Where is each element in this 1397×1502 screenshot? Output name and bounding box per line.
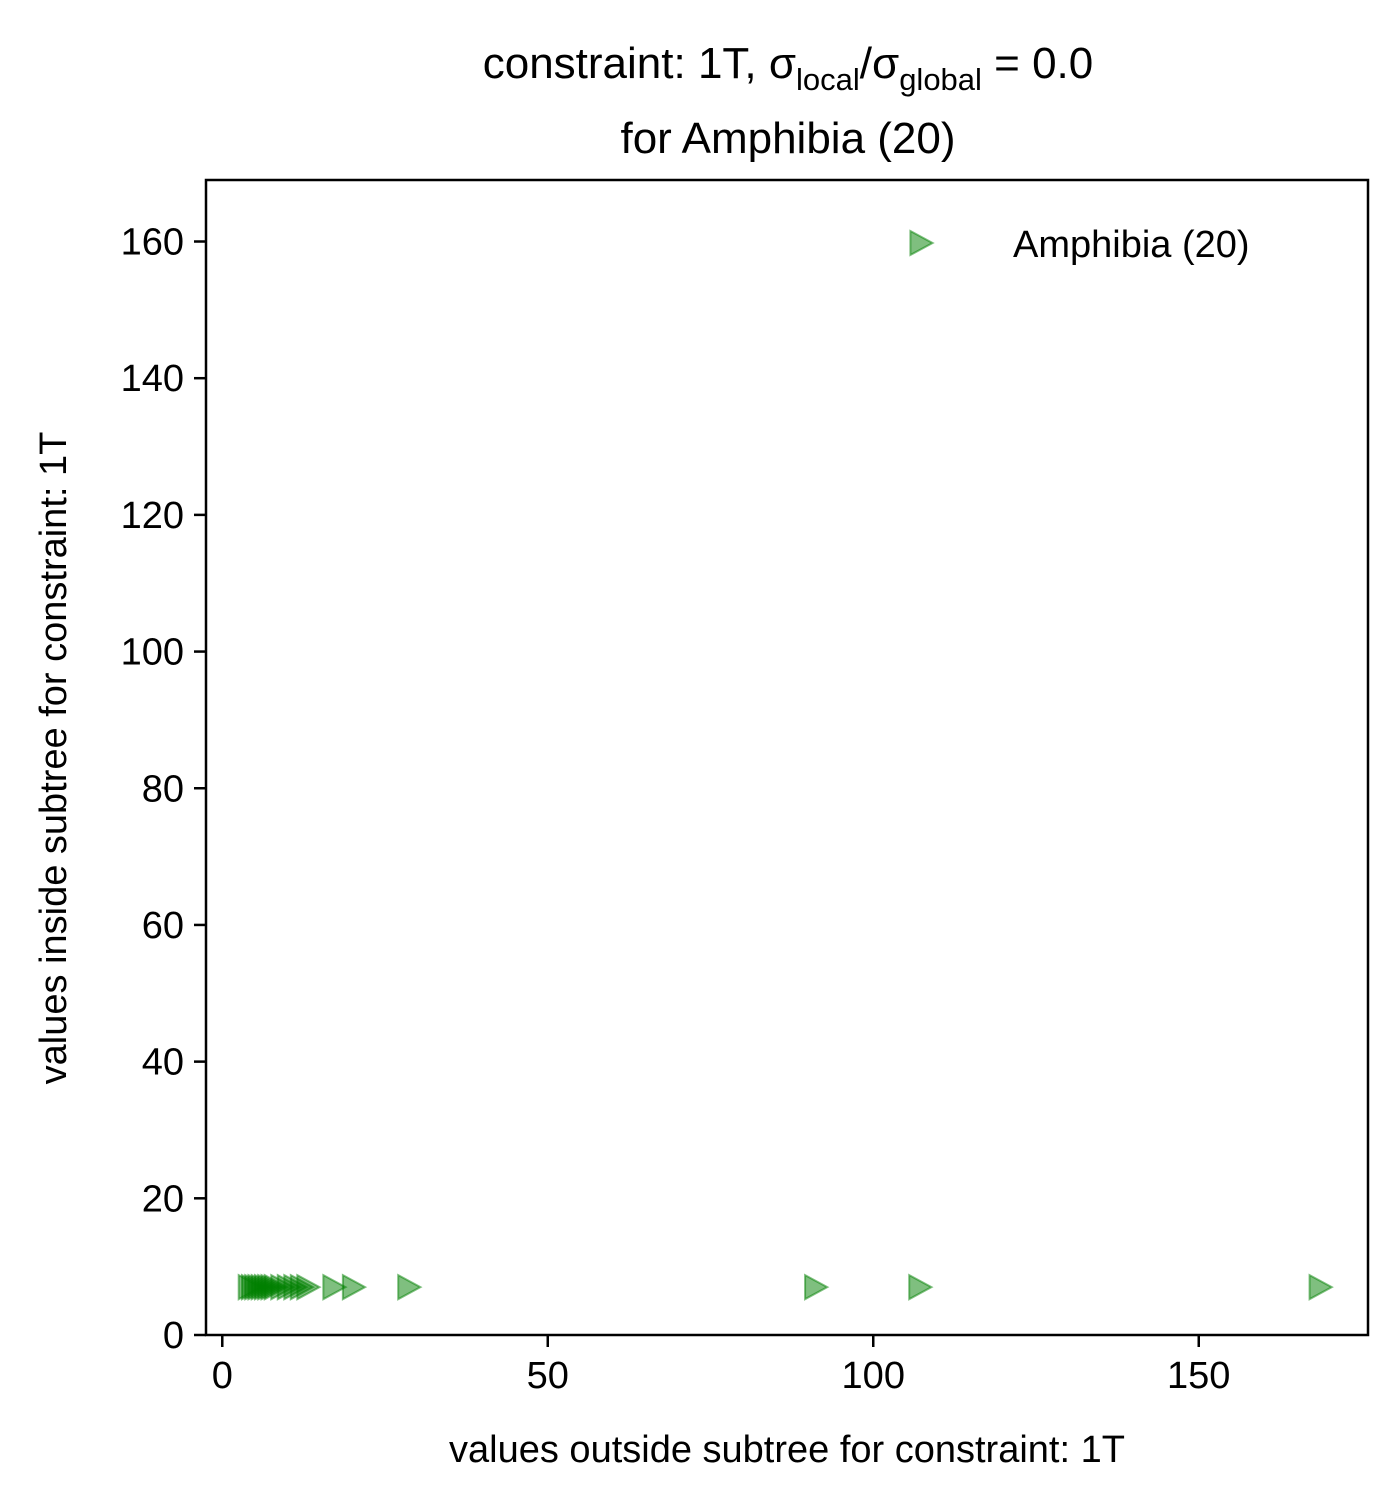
title-mid: /σ xyxy=(860,39,899,88)
chart-title-line1: constraint: 1T, σlocal/σglobal = 0.0 xyxy=(483,39,1094,97)
x-tick-label: 150 xyxy=(1167,1355,1230,1397)
plot-area xyxy=(204,178,1370,1337)
data-point xyxy=(908,1273,934,1301)
y-tick-label: 0 xyxy=(163,1315,184,1357)
y-tick-label: 140 xyxy=(121,358,184,400)
x-axis-label: values outside subtree for constraint: 1… xyxy=(449,1429,1125,1471)
data-point xyxy=(322,1273,348,1301)
y-tick-label: 20 xyxy=(142,1178,184,1220)
chart-title-line2: for Amphibia (20) xyxy=(620,114,955,163)
title-prefix: constraint: 1T, σ xyxy=(483,39,796,88)
title-subscript-local: local xyxy=(796,62,860,97)
y-tick-label: 120 xyxy=(121,495,184,537)
data-point xyxy=(341,1273,368,1301)
x-tick-label: 50 xyxy=(527,1355,569,1397)
x-tick-label: 100 xyxy=(842,1355,905,1397)
y-tick-label: 100 xyxy=(121,632,184,674)
data-point xyxy=(397,1273,423,1301)
y-tick-label: 80 xyxy=(142,768,184,810)
data-point xyxy=(1308,1273,1334,1301)
legend-label: Amphibia (20) xyxy=(1013,224,1250,266)
title-suffix: = 0.0 xyxy=(982,39,1093,88)
data-point xyxy=(296,1273,322,1301)
legend: Amphibia (20) xyxy=(909,224,1250,266)
x-axis-ticks: 0 50 100 150 xyxy=(212,1335,1230,1397)
legend-marker xyxy=(909,229,935,257)
y-axis-ticks: 0 20 40 60 80 100 120 140 160 xyxy=(121,222,206,1357)
title-subscript-global: global xyxy=(899,62,982,97)
y-tick-label: 60 xyxy=(142,905,184,947)
y-tick-label: 40 xyxy=(142,1042,184,1084)
y-axis-label: values inside subtree for constraint: 1T xyxy=(33,432,75,1085)
data-points xyxy=(237,1273,1334,1301)
x-tick-label: 0 xyxy=(212,1355,233,1397)
data-point xyxy=(804,1273,830,1301)
y-tick-label: 160 xyxy=(121,222,184,264)
